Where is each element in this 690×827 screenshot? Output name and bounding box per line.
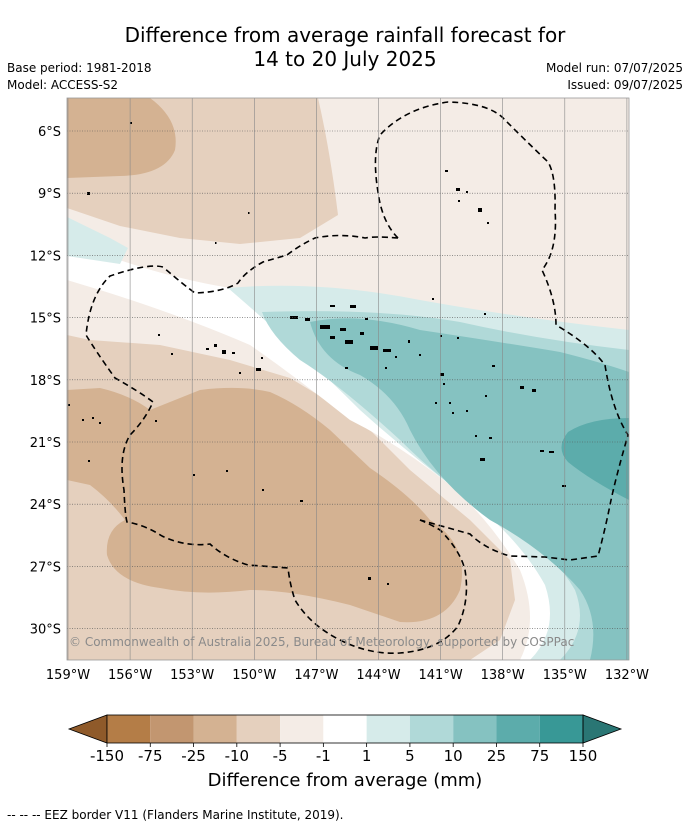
lat-label: 30°S [30,623,61,638]
lat-labels: 6°S 9°S 12°S 15°S 18°S 21°S 24°S 27°S 30°S [30,125,61,638]
colorbar-tick-label: -5 [273,747,288,765]
lon-label: 153°W [170,668,214,683]
lat-label: 27°S [30,560,61,575]
eez-legend-text: -- -- -- EEZ border V11 (Flanders Marine… [7,808,344,822]
lon-label: 159°W [46,668,90,683]
colorbar-tick-label: 5 [405,747,415,765]
lon-label: 156°W [108,668,152,683]
colorbar-tick-label: 1 [362,747,372,765]
title-line-1: Difference from average rainfall forecas… [124,23,566,47]
rainfall-map: 6°S 9°S 12°S 15°S 18°S 21°S 24°S 27°S 30°S 159°W… [30,97,649,765]
colorbar-swatch [280,715,324,743]
lon-label: 144°W [356,668,400,683]
anomaly-band-neg-10-to-25-north [67,98,176,178]
colorbar-extend-low [67,714,108,744]
lon-label: 150°W [232,668,276,683]
colorbar-swatch [193,715,237,743]
colorbar-extend-high [582,714,623,744]
anomaly-band-neg-10-to-25-south [67,387,462,623]
colorbar-tick-label: -75 [138,747,163,765]
colorbar-tick-label: -150 [90,747,124,765]
lat-label: 9°S [38,187,61,202]
eez-border-south [85,234,468,655]
map-frame [66,97,630,661]
colorbar-swatch [236,715,281,743]
colorbar-swatch [409,715,454,743]
lat-label: 24°S [30,498,61,513]
lat-label: 12°S [30,249,61,264]
copyright-text: © Commonwealth of Australia 2025, Bureau… [69,635,574,649]
colorbar-tick-label: -1 [316,747,331,765]
colorbar: -150 -75 -25 -10 -5 -1 1 5 10 25 75 150 [67,714,623,765]
title-line-2: 14 to 20 July 2025 [253,47,437,71]
lon-label: 135°W [543,668,587,683]
colorbar-tick-label: 75 [530,747,549,765]
colorbar-swatch [107,715,151,743]
model-run-date: Model run: 07/07/2025 [545,61,683,75]
colorbar-swatch [496,715,540,743]
colorbar-tick-label: 150 [569,747,598,765]
lon-labels: 159°W 156°W 153°W 150°W 147°W 144°W 141°W 138°W… [46,668,649,683]
lon-label: 132°W [605,668,649,683]
base-period: Base period: 1981-2018 [7,61,152,75]
lon-label: 141°W [419,668,463,683]
issued-date: Issued: 09/07/2025 [567,78,683,92]
lat-label: 15°S [30,312,61,327]
colorbar-tick-label: -10 [225,747,250,765]
colorbar-swatch [366,715,410,743]
colorbar-tick-label: -25 [181,747,206,765]
model-name: Model: ACCESS-S2 [7,78,119,92]
lon-label: 147°W [294,668,338,683]
colorbar-frame [106,714,584,744]
lon-label: 138°W [481,668,525,683]
colorbar-swatch [150,715,194,743]
colorbar-swatch [453,715,497,743]
lat-label: 18°S [30,374,61,389]
island-dots [68,122,566,585]
anomaly-band-10-to-25 [310,318,629,660]
colorbar-tick-label: 10 [444,747,463,765]
lat-label: 21°S [30,436,61,451]
colorbar-swatch [539,715,583,743]
anomaly-band-25-to-75 [561,418,629,500]
anomaly-band-1-to-5-northwest [67,217,128,264]
map-plot-area [67,98,629,660]
colorbar-tick-label: 25 [487,747,506,765]
colorbar-title: Difference from average (mm) [207,770,483,791]
map-gridlines [67,98,629,660]
lat-label: 6°S [38,125,61,140]
eez-border-north [374,101,629,561]
colorbar-swatch [323,715,367,743]
